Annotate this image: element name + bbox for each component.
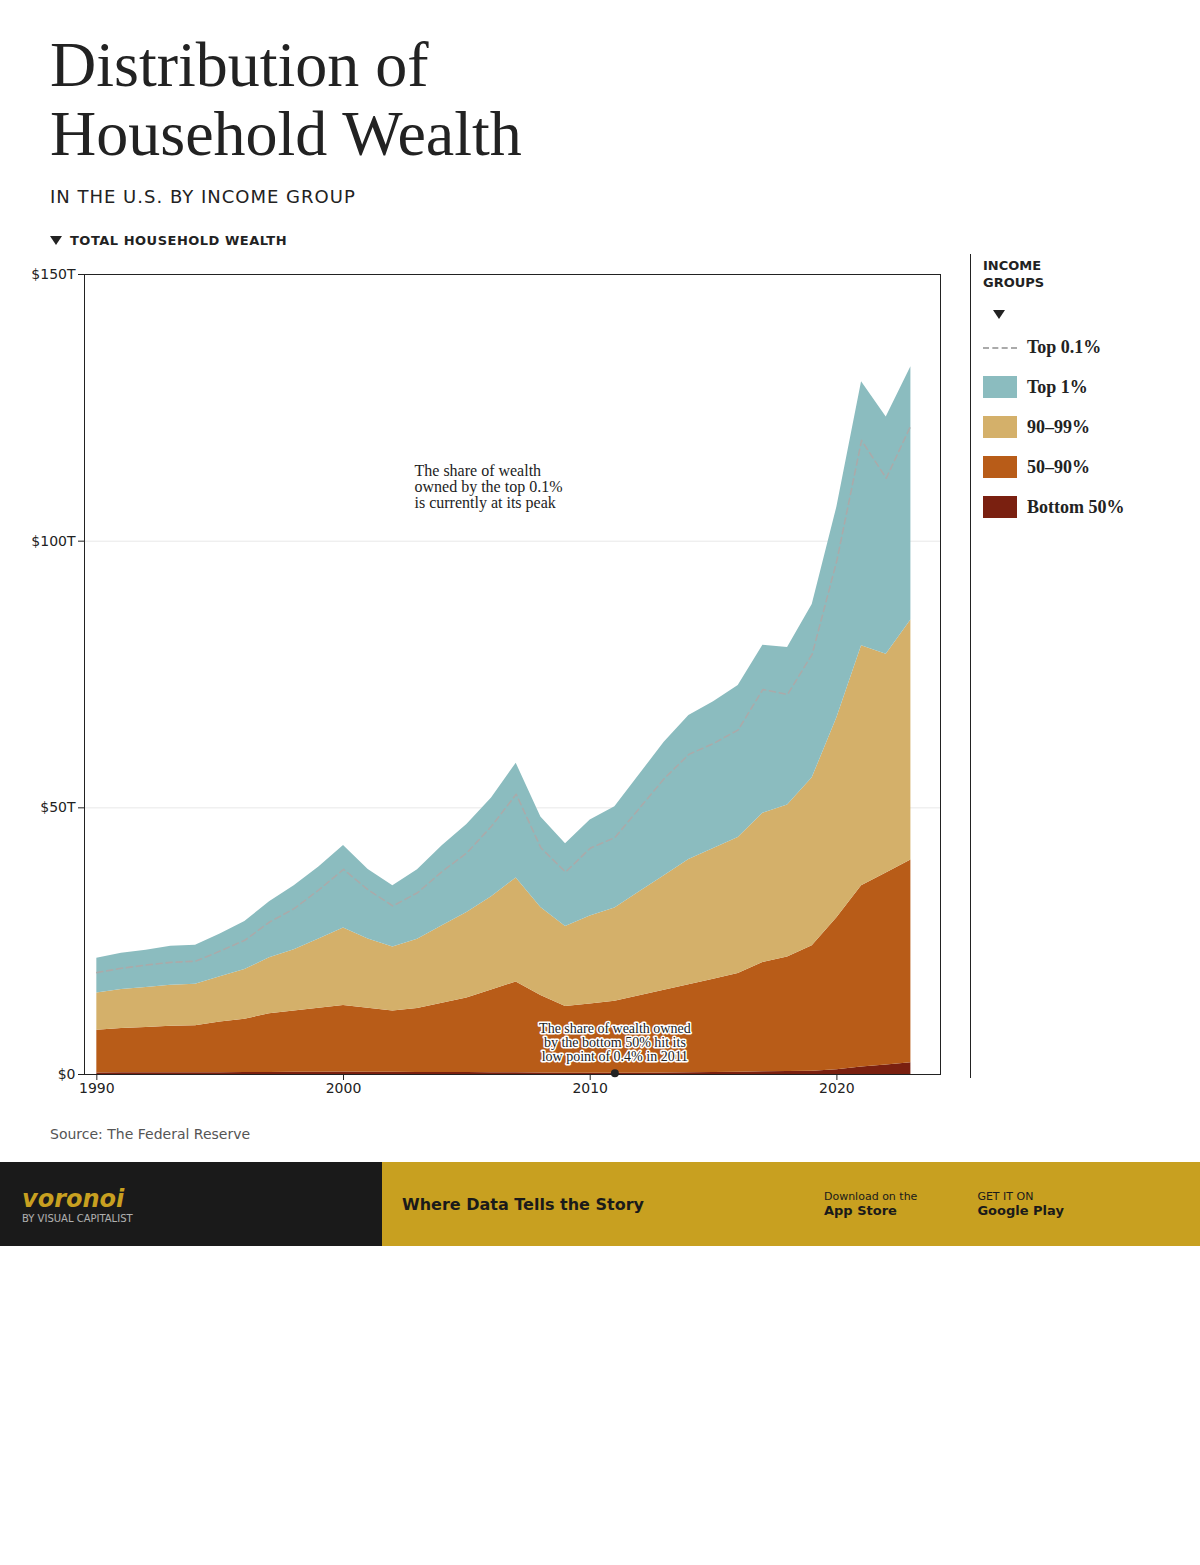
html-text:INCOME GROUPS: INCOME GROUPS — [983, 258, 1045, 291]
svg-text:$100T: $100T — [31, 533, 76, 549]
html-text:Source: The Federal Reserve: Source: The Federal Reserve — [50, 1126, 251, 1143]
html-text:Distribution of Household Weal: Distribution of Household Wealth — [50, 29, 522, 170]
html-text:Google Play: Google Play — [977, 1203, 1064, 1219]
html-text:Top 1%: Top 1% — [1027, 376, 1088, 397]
html-text:Bottom 50%: Bottom 50% — [1027, 496, 1125, 517]
svg-text:$0: $0 — [58, 1066, 76, 1082]
svg-text:$150T: $150T — [31, 266, 76, 282]
svg-text:The share of wealthowned by th: The share of wealthowned by the top 0.1%… — [415, 462, 563, 512]
svg-text:$50T: $50T — [40, 800, 76, 816]
svg-text:1990: 1990 — [79, 1081, 115, 1097]
html-text:90–99%: 90–99% — [1027, 416, 1090, 437]
html-text:App Store: App Store — [824, 1203, 897, 1219]
html-text:50–90%: 50–90% — [1027, 456, 1090, 477]
html-text:Download on the: Download on the — [824, 1190, 918, 1204]
svg-text:2010: 2010 — [572, 1081, 608, 1097]
html-text:IN THE U.S. BY INCOME GROUP: IN THE U.S. BY INCOME GROUP — [50, 186, 356, 208]
html-text:Where Data Tells the Story: Where Data Tells the Story — [402, 1194, 644, 1214]
html-text:TOTAL HOUSEHOLD WEALTH: TOTAL HOUSEHOLD WEALTH — [70, 233, 288, 249]
html-text:voronoi: voronoi — [22, 1184, 125, 1213]
html-text:GET IT ON: GET IT ON — [977, 1190, 1034, 1204]
html-text:BY VISUAL CAPITALIST: BY VISUAL CAPITALIST — [22, 1212, 133, 1224]
html-text:Top 0.1%: Top 0.1% — [1027, 337, 1102, 357]
svg-text:2020: 2020 — [819, 1081, 855, 1097]
svg-text:The share of wealth ownedby th: The share of wealth ownedby the bottom 5… — [539, 1022, 691, 1065]
svg-text:2000: 2000 — [326, 1081, 362, 1097]
